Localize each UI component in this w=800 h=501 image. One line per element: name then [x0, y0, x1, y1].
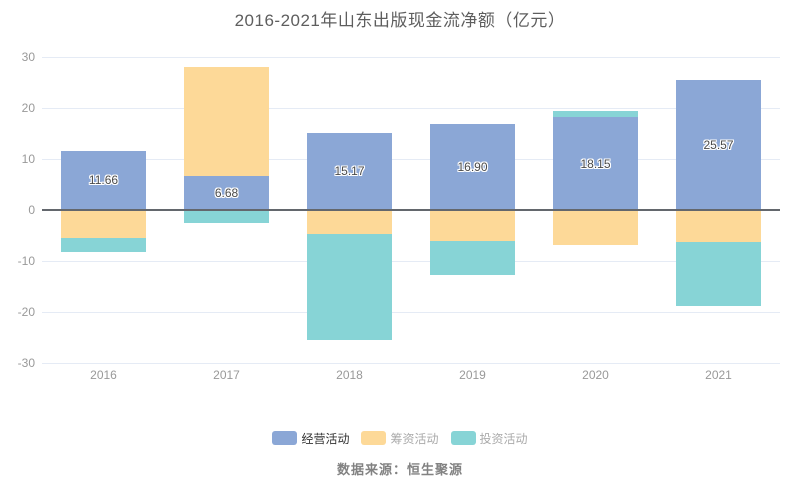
x-tick-label: 2021: [705, 368, 732, 382]
bar-value-label: 18.15: [580, 156, 611, 171]
gridline: [42, 261, 780, 262]
bar-segment[interactable]: [307, 234, 392, 340]
bar-value-label: 16.90: [457, 159, 488, 174]
bar-segment[interactable]: [184, 210, 269, 224]
bar-segment[interactable]: [430, 210, 515, 242]
gridline: [42, 363, 780, 364]
y-tick-label: -10: [17, 254, 35, 268]
bar-segment[interactable]: 15.17: [307, 132, 392, 210]
gridline: [42, 312, 780, 313]
bar-segment[interactable]: 18.15: [553, 117, 638, 210]
gridline: [42, 159, 780, 160]
legend: 经营活动 筹资活动 投资活动: [0, 430, 800, 446]
bar-segment[interactable]: 25.57: [676, 79, 761, 210]
gridline: [42, 57, 780, 58]
bar-value-label: 11.66: [88, 173, 119, 188]
bar-segment[interactable]: [553, 210, 638, 246]
bar-value-label: 6.68: [214, 185, 239, 200]
bar-value-label: 15.17: [334, 164, 365, 179]
y-tick-label: -20: [17, 305, 35, 319]
legend-marker-investing: [450, 431, 476, 445]
x-tick-label: 2018: [336, 368, 363, 382]
bar-segment[interactable]: [61, 238, 146, 252]
x-axis: 2016 2017 2018 2019 2020 2021: [42, 368, 780, 388]
legend-marker-financing: [361, 431, 387, 445]
bar-segment[interactable]: 6.68: [184, 175, 269, 210]
legend-marker-operating: [272, 431, 298, 445]
x-tick-label: 2019: [459, 368, 486, 382]
bar-segment[interactable]: [307, 210, 392, 235]
legend-label-financing: 筹资活动: [390, 431, 439, 446]
plot-area: 11.66 6.68 15.17 16.90 18.15 25.57: [42, 57, 780, 364]
bar-segment[interactable]: 11.66: [61, 150, 146, 210]
data-source-note: 数据来源：恒生聚源: [336, 462, 463, 477]
bar-segment[interactable]: [430, 241, 515, 275]
x-tick-label: 2020: [582, 368, 609, 382]
zero-line: [42, 209, 780, 211]
y-tick-label: -30: [17, 356, 35, 370]
legend-item-operating[interactable]: 经营活动: [272, 430, 349, 447]
y-tick-label: 30: [21, 50, 35, 64]
legend-label-operating: 经营活动: [301, 431, 350, 446]
legend-item-investing[interactable]: 投资活动: [450, 430, 528, 447]
gridline: [42, 108, 780, 109]
bar-value-label: 25.57: [703, 137, 734, 152]
y-tick-label: 10: [21, 152, 35, 166]
bar-segment[interactable]: [553, 111, 638, 118]
y-tick-label: 20: [21, 101, 35, 115]
bar-segment[interactable]: [676, 210, 761, 243]
bar-segment[interactable]: 16.90: [430, 123, 515, 210]
x-tick-label: 2016: [90, 368, 117, 382]
y-axis: 30 20 10 0 -10 -20 -30: [0, 50, 35, 370]
x-tick-label: 2017: [213, 368, 240, 382]
bar-segment[interactable]: [61, 210, 146, 239]
legend-item-financing[interactable]: 筹资活动: [361, 430, 439, 447]
legend-label-investing: 投资活动: [479, 431, 528, 446]
bar-segment[interactable]: [184, 66, 269, 176]
chart-title: 2016-2021年山东出版现金流净额（亿元）: [234, 11, 566, 30]
y-tick-label: 0: [28, 203, 35, 217]
bar-segment[interactable]: [676, 242, 761, 306]
